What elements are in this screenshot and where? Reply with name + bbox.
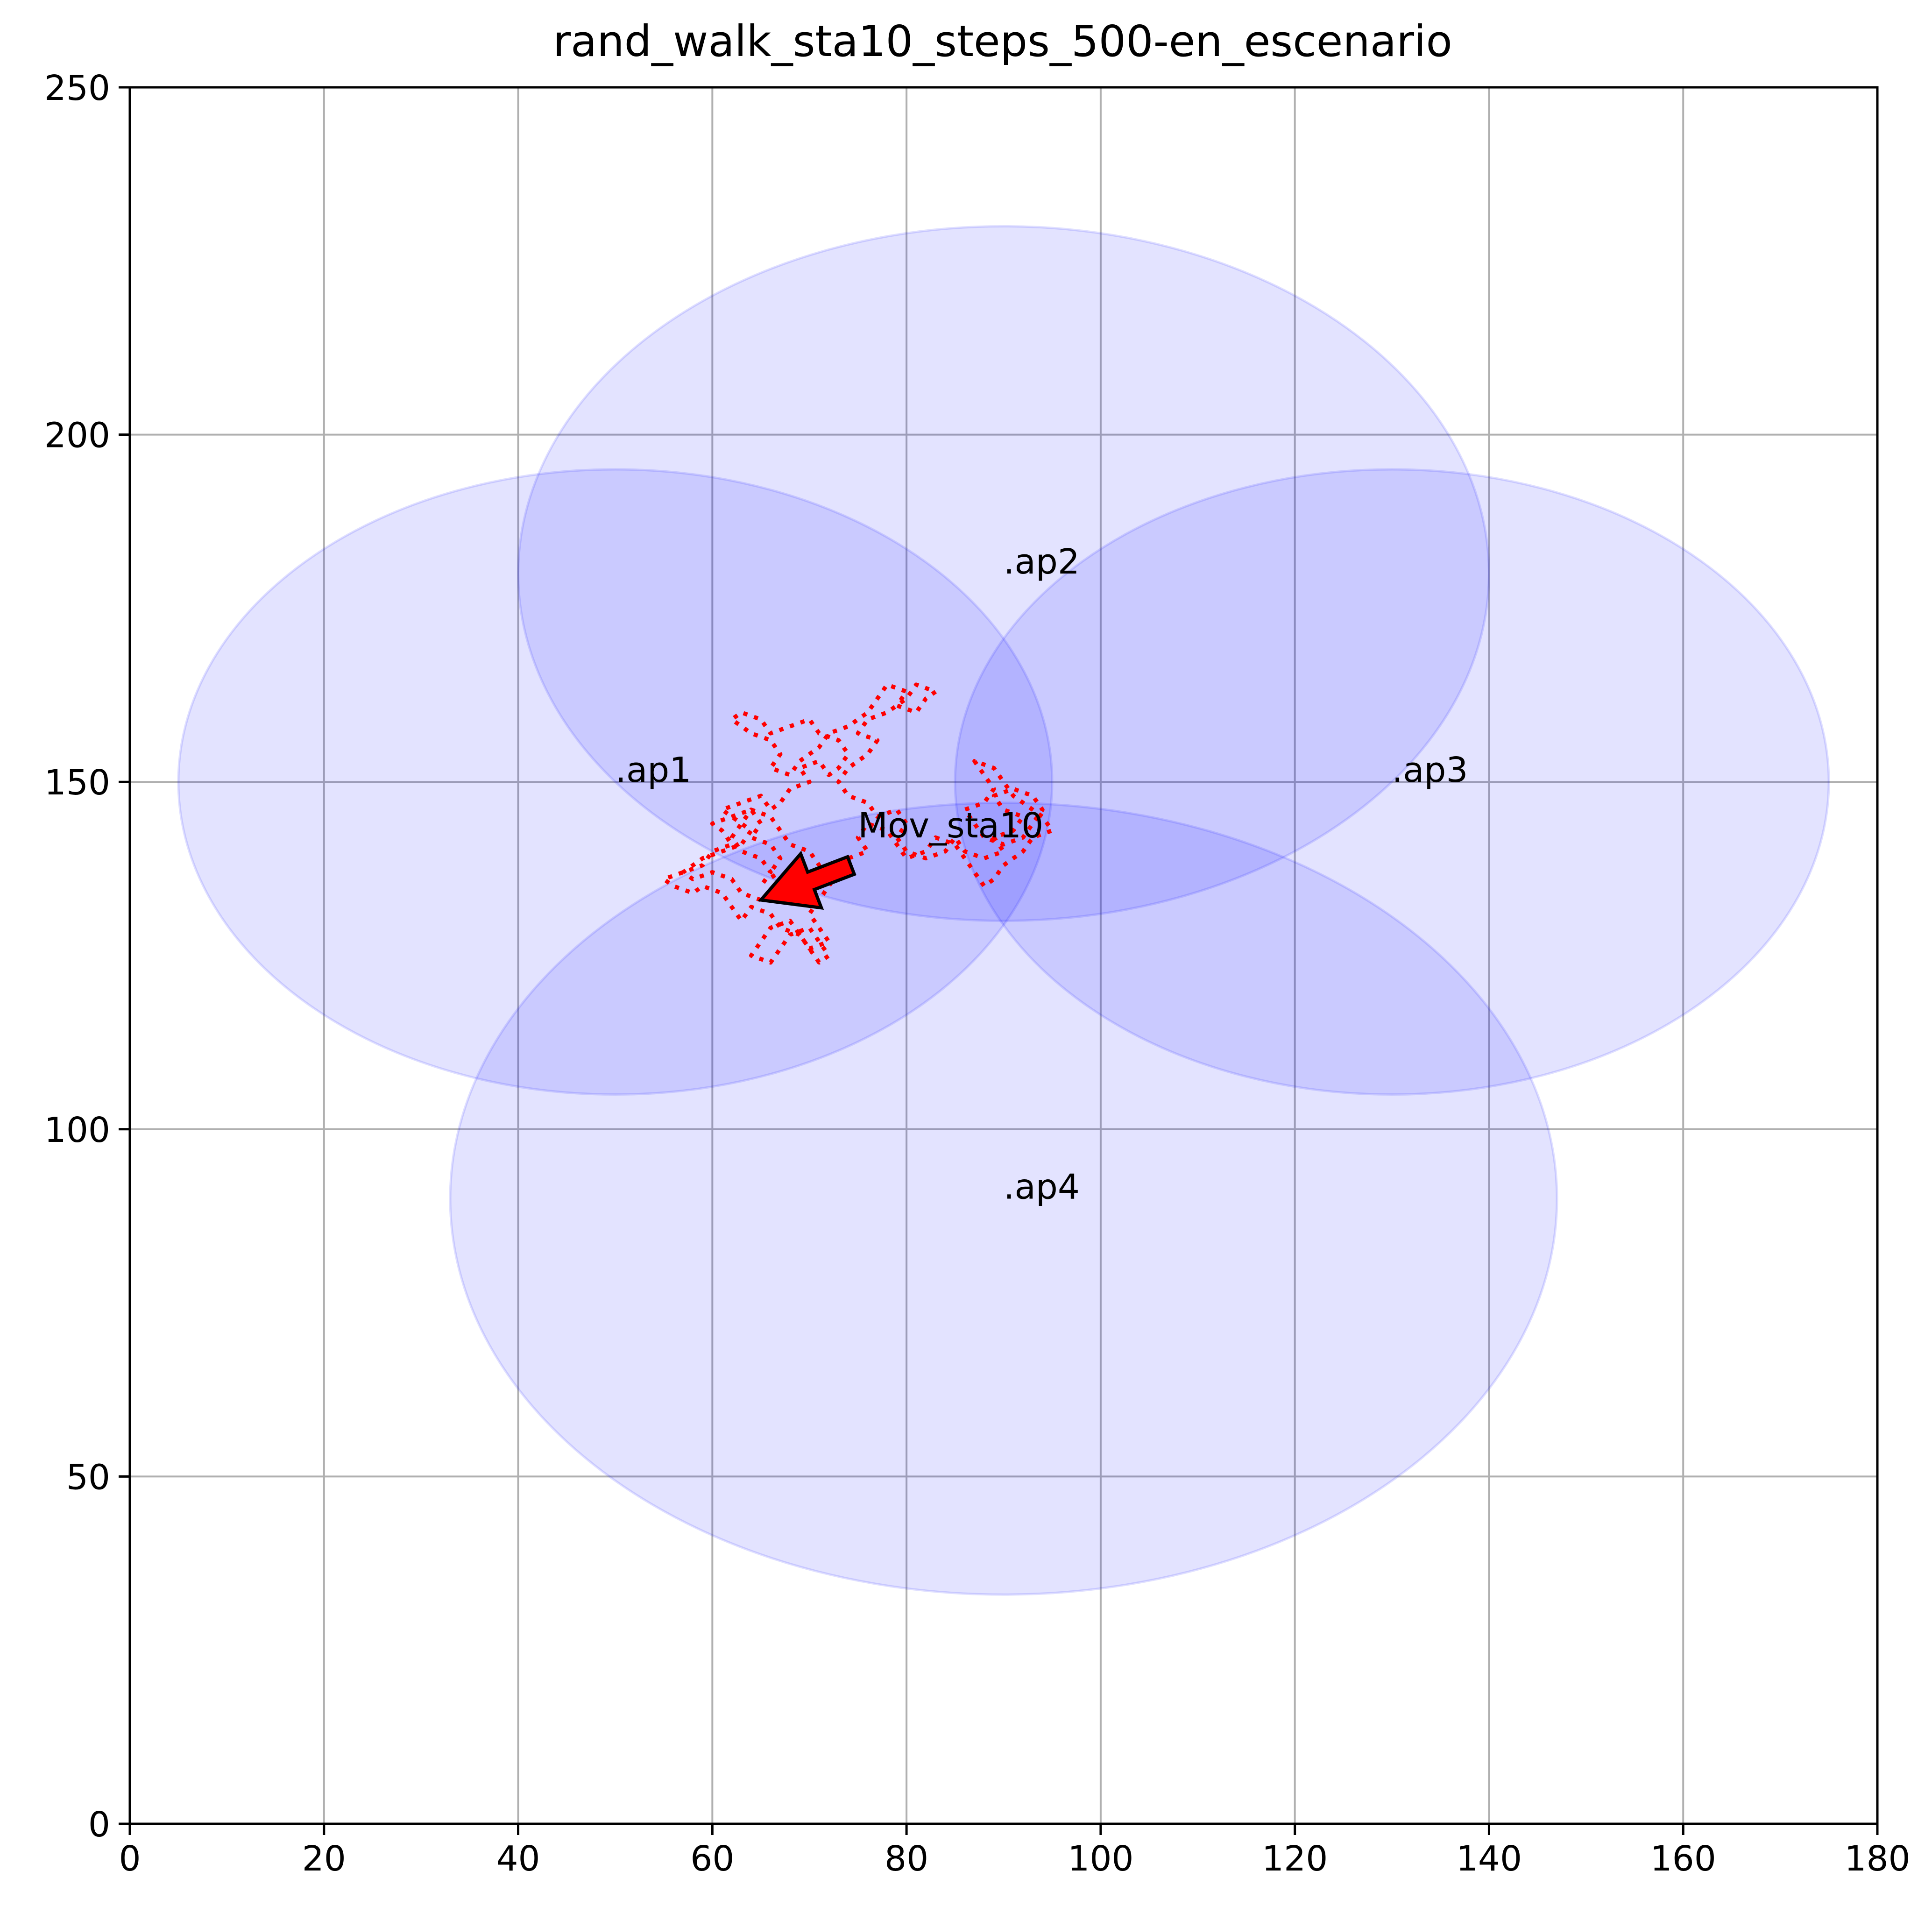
y-tick-label: 200 <box>44 416 110 456</box>
plot-frame <box>128 86 1879 1825</box>
y-tick-label: 50 <box>66 1457 110 1497</box>
coverage-ellipse <box>954 468 1830 1096</box>
axes: 0 20 40 60 80 100 120 140 160 180 0 50 100 150 200 250 <box>44 68 1911 1879</box>
x-tick-label: 20 <box>302 1839 346 1879</box>
y-tick-label: 0 <box>88 1805 110 1845</box>
y-tick-label: 250 <box>44 68 110 108</box>
access-point-label: .ap4 <box>1004 1167 1080 1207</box>
x-tick-label: 160 <box>1650 1839 1716 1879</box>
x-tick-label: 0 <box>119 1839 141 1879</box>
y-tick-label: 150 <box>44 763 110 803</box>
chart-title: rand_walk_sta10_steps_500-en_escenario <box>553 16 1452 66</box>
y-tick-label: 100 <box>44 1110 110 1150</box>
annotation-arrow <box>757 850 856 910</box>
coverage-areas <box>177 225 1830 1596</box>
annotation: Mov_sta10 <box>757 806 1043 910</box>
x-tick-label: 40 <box>496 1839 540 1879</box>
x-tick-label: 140 <box>1456 1839 1522 1879</box>
coverage-ellipse <box>177 468 1054 1096</box>
access-point-label: .ap3 <box>1392 750 1468 790</box>
annotation-label: Mov_sta10 <box>858 806 1043 846</box>
x-tick-label: 80 <box>885 1839 928 1879</box>
access-point-labels: .ap1 .ap2 .ap3 .ap4 <box>615 542 1468 1207</box>
x-tick-label: 180 <box>1844 1839 1910 1879</box>
access-point-label: .ap2 <box>1004 542 1080 582</box>
access-point-label: .ap1 <box>615 750 691 790</box>
path-line <box>661 682 1054 965</box>
x-tick-label: 120 <box>1262 1839 1328 1879</box>
random-walk-path <box>661 682 1054 965</box>
coverage-ellipse <box>449 801 1558 1596</box>
x-tick-label: 100 <box>1068 1839 1133 1879</box>
coverage-ellipse <box>517 225 1490 922</box>
x-tick-label: 60 <box>690 1839 734 1879</box>
